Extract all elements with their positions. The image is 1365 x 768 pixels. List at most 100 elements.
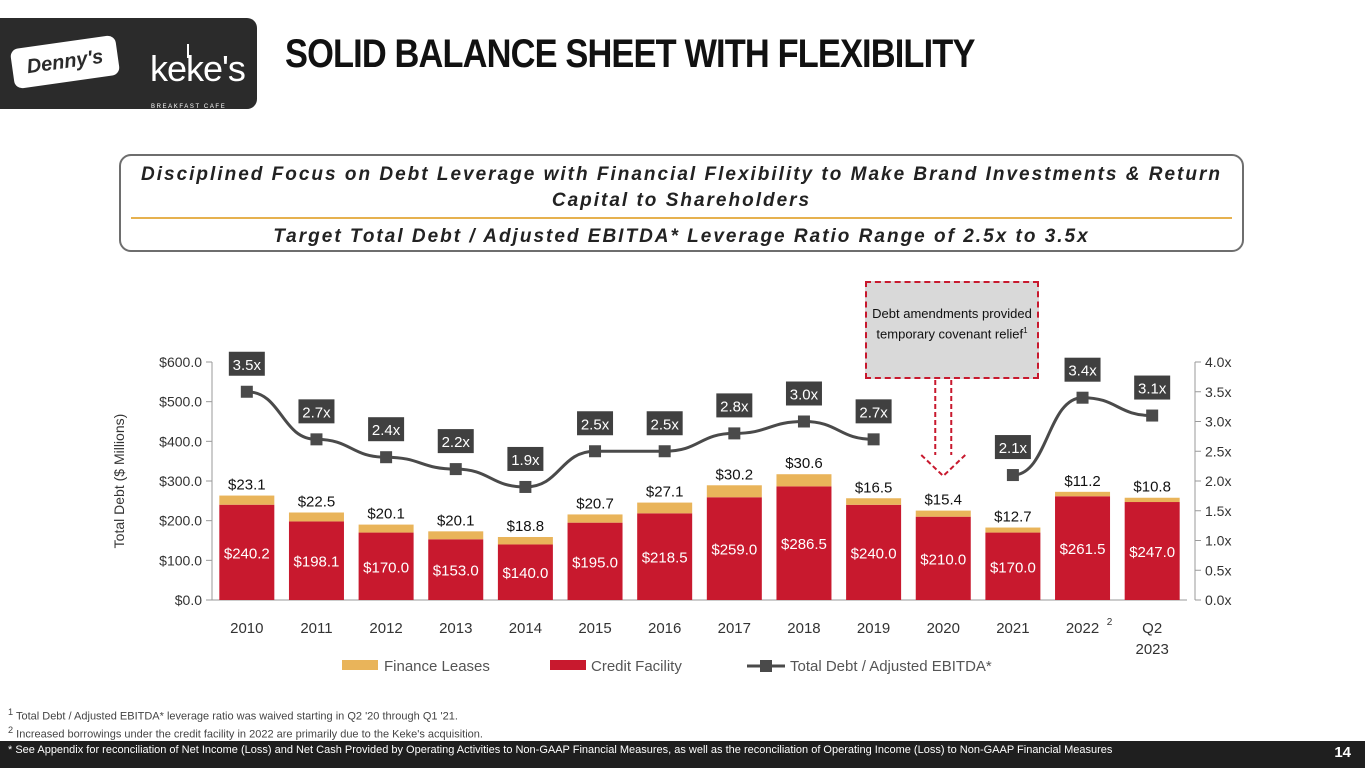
finance-leases-value-label: $10.8 xyxy=(1133,479,1171,496)
y2-tick-label: 1.0x xyxy=(1205,533,1231,549)
debt-amendment-callout: Debt amendments provided temporary coven… xyxy=(865,281,1039,379)
footnote-1-mark: 1 xyxy=(8,707,14,717)
legend-label-ratio: Total Debt / Adjusted EBITDA* xyxy=(790,658,992,675)
callout-arrow-head xyxy=(920,454,966,478)
finance-leases-value-label: $20.1 xyxy=(367,506,405,523)
leverage-ratio-point xyxy=(867,433,880,446)
credit-facility-value-label: $261.5 xyxy=(1060,541,1106,558)
credit-facility-bar xyxy=(985,532,1041,600)
leverage-ratio-label: 3.5x xyxy=(233,357,262,374)
x-tick-label: 2012 xyxy=(369,620,402,637)
x-tick-label: 2019 xyxy=(857,620,890,637)
finance-leases-bar xyxy=(706,485,762,498)
leverage-ratio-label-box xyxy=(368,417,405,442)
y2-tick-label: 0.0x xyxy=(1205,592,1231,608)
credit-facility-value-label: $259.0 xyxy=(711,542,757,559)
credit-facility-bar xyxy=(776,486,832,600)
page-number: 14 xyxy=(1334,744,1351,761)
leverage-ratio-label: 2.8x xyxy=(720,398,749,415)
banner-divider xyxy=(131,217,1232,219)
leverage-ratio-label: 2.5x xyxy=(581,416,610,433)
leverage-ratio-label-box xyxy=(994,435,1031,460)
x-tick-label: 2020 xyxy=(927,620,960,637)
finance-leases-bar xyxy=(428,531,484,540)
x-tick-label: 2011 xyxy=(300,620,332,637)
x-tick-label: 2023 xyxy=(1135,641,1168,658)
leverage-ratio-label-box xyxy=(507,446,544,471)
kekes-logo: keke's xyxy=(150,48,246,89)
finance-leases-bar xyxy=(915,510,971,517)
page-title: SOLID BALANCE SHEET WITH FLEXIBILITY xyxy=(285,32,975,76)
x-tick-label: 2016 xyxy=(648,620,681,637)
credit-facility-value-label: $170.0 xyxy=(363,559,409,576)
credit-facility-bar xyxy=(1055,496,1111,600)
credit-facility-value-label: $170.0 xyxy=(990,559,1036,576)
credit-facility-value-label: $198.1 xyxy=(294,554,340,571)
finance-leases-value-label: $15.4 xyxy=(924,492,962,509)
x-tick-label: 2018 xyxy=(787,620,820,637)
x-tick-label: 2021 xyxy=(996,620,1029,637)
finance-leases-value-label: $27.1 xyxy=(646,484,684,501)
x-tick-label: 2022 xyxy=(1066,620,1099,637)
finance-leases-bar xyxy=(776,474,832,487)
credit-facility-bar xyxy=(497,544,553,600)
finance-leases-value-label: $30.2 xyxy=(716,466,754,483)
y2-tick-label: 3.0x xyxy=(1205,414,1231,430)
finance-leases-value-label: $11.2 xyxy=(1064,473,1100,490)
leverage-ratio-label: 2.1x xyxy=(999,440,1028,457)
finance-leases-value-label: $20.7 xyxy=(576,495,614,512)
leverage-ratio-line xyxy=(246,390,874,489)
leverage-ratio-label: 2.7x xyxy=(859,404,888,421)
legend-swatch-credit-facility xyxy=(550,660,586,670)
credit-facility-bar xyxy=(288,521,344,600)
leverage-ratio-point xyxy=(310,433,323,446)
y-tick-label: $200.0 xyxy=(159,513,202,529)
leverage-ratio-point xyxy=(797,415,810,428)
credit-facility-value-label: $247.0 xyxy=(1129,544,1175,561)
legend-swatch-ratio-point xyxy=(760,660,772,672)
leverage-ratio-line xyxy=(1012,396,1153,477)
credit-facility-bar xyxy=(1124,502,1180,600)
finance-leases-bar xyxy=(637,502,693,514)
finance-leases-bar xyxy=(846,498,902,505)
credit-facility-bar xyxy=(637,513,693,600)
leverage-ratio-label-box xyxy=(298,399,335,424)
credit-facility-bar xyxy=(915,516,971,600)
finance-leases-bar xyxy=(358,524,414,533)
leverage-ratio-point xyxy=(519,480,532,493)
legend-label-finance-leases: Finance Leases xyxy=(384,658,490,675)
leverage-ratio-label: 1.9x xyxy=(511,452,540,469)
x-tick-label: 2014 xyxy=(509,620,542,637)
leverage-ratio-label: 2.2x xyxy=(442,434,471,451)
strategy-banner: Disciplined Focus on Debt Leverage with … xyxy=(119,154,1244,252)
credit-facility-bar xyxy=(846,504,902,600)
leverage-ratio-label-box xyxy=(1134,375,1171,400)
leverage-ratio-label: 2.5x xyxy=(650,416,679,433)
leverage-ratio-label-box xyxy=(785,381,822,406)
kekes-logo-mark xyxy=(187,44,189,58)
y-tick-label: $300.0 xyxy=(159,473,202,489)
y-tick-label: $0.0 xyxy=(175,592,202,608)
x-tick-label: 2015 xyxy=(578,620,611,637)
y2-tick-label: 0.5x xyxy=(1205,562,1231,578)
finance-leases-value-label: $18.8 xyxy=(507,518,545,535)
leverage-ratio-label: 3.4x xyxy=(1068,363,1097,380)
finance-leases-value-label: $23.1 xyxy=(228,477,266,494)
leverage-ratio-label: 3.0x xyxy=(790,387,819,404)
banner-line-1: Disciplined Focus on Debt Leverage with … xyxy=(141,164,1222,211)
leverage-ratio-point xyxy=(240,385,253,398)
credit-facility-value-label: $286.5 xyxy=(781,536,827,553)
callout-footnote-mark: 1 xyxy=(1023,326,1028,335)
credit-facility-value-label: $153.0 xyxy=(433,563,479,580)
legend-label-credit-facility: Credit Facility xyxy=(591,658,682,675)
leverage-ratio-label-box xyxy=(228,351,265,376)
footnote-1: 1 Total Debt / Adjusted EBITDA* leverage… xyxy=(8,707,458,723)
x-tick-superscript: 2 xyxy=(1107,617,1113,628)
leverage-ratio-point xyxy=(1076,391,1089,404)
y-tick-label: $400.0 xyxy=(159,433,202,449)
leverage-ratio-point xyxy=(728,427,741,440)
footnote-1-text: Total Debt / Adjusted EBITDA* leverage r… xyxy=(15,710,458,723)
credit-facility-value-label: $195.0 xyxy=(572,554,618,571)
credit-facility-bar xyxy=(428,539,484,600)
leverage-ratio-label-box xyxy=(646,411,683,436)
